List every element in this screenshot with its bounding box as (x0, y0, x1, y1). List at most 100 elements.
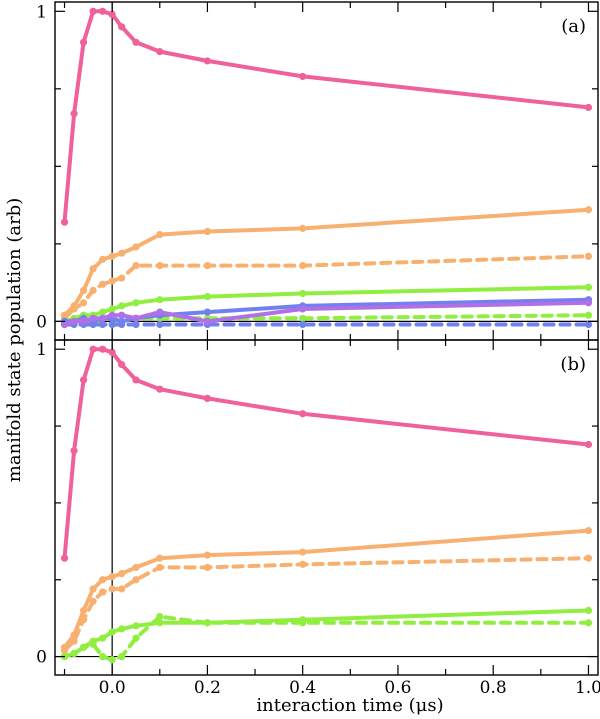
data-point-a-pink-solid (60, 218, 69, 226)
data-point-a-blue-dashed (584, 320, 593, 329)
data-point-b-orange-dashed (70, 637, 78, 645)
data-point-a-green-solid (132, 299, 140, 307)
panel-label-b: (b) (560, 354, 586, 375)
panel-a: 0 1 (a) (36, 1, 599, 341)
data-point-a-orange-dashed (118, 274, 126, 282)
data-point-a-orange-dashed (99, 280, 107, 288)
data-point-a-orange-dashed (584, 252, 593, 260)
data-point-b-green-solid (132, 622, 140, 630)
data-point-a-orange-solid (118, 249, 126, 257)
data-point-a-purple-solid (584, 299, 593, 307)
data-point-a-green-dashed (584, 311, 593, 319)
data-point-a-orange-dashed (89, 286, 97, 294)
data-point-a-orange-solid (99, 255, 107, 263)
data-point-a-green-solid (118, 302, 126, 310)
data-point-a-pink-solid (584, 103, 593, 112)
data-point-a-green-solid (108, 305, 116, 313)
data-point-a-orange-solid (89, 265, 97, 273)
data-point-a-orange-solid (79, 286, 88, 294)
data-point-b-orange-dashed (299, 560, 307, 568)
y-axis-label: manifold state population (arb) (4, 198, 25, 482)
data-point-b-orange-solid (299, 548, 307, 556)
data-point-a-orange-solid (299, 224, 307, 232)
data-point-b-green-dashed (108, 656, 116, 664)
data-point-b-orange-dashed (584, 554, 593, 562)
data-point-a-blue-dashed (108, 320, 116, 329)
data-point-b-orange-dashed (89, 597, 97, 605)
data-point-a-blue-dashed (89, 320, 97, 329)
data-point-a-blue-dashed (118, 320, 126, 329)
data-point-a-orange-dashed (70, 305, 78, 313)
y-tick-label-a: 0 (36, 312, 47, 332)
x-tick-label: 0.4 (289, 678, 316, 698)
data-point-b-orange-solid (89, 585, 97, 593)
data-point-a-purple-solid (203, 317, 212, 325)
data-point-a-purple-solid (99, 314, 107, 322)
data-point-b-pink-solid (132, 376, 140, 384)
data-point-a-purple-solid (60, 320, 69, 329)
data-point-a-orange-dashed (299, 261, 307, 270)
data-point-a-green-solid (99, 308, 107, 316)
data-point-b-orange-dashed (99, 588, 107, 596)
data-point-a-pink-solid (118, 23, 126, 31)
data-point-a-orange-solid (108, 252, 116, 260)
x-tick-label: 0.6 (384, 678, 411, 698)
data-point-a-green-solid (299, 289, 307, 298)
series-line-b-pink-solid (62, 347, 591, 561)
data-point-b-orange-dashed (60, 646, 69, 655)
data-point-a-pink-solid (79, 38, 88, 46)
data-point-b-orange-solid (108, 573, 116, 581)
data-point-b-green-dashed (79, 643, 88, 651)
data-point-b-green-solid (108, 628, 116, 636)
data-point-a-pink-solid (89, 7, 97, 15)
data-point-a-purple-solid (132, 314, 140, 322)
x-tick-label: 1.0 (575, 678, 600, 698)
data-point-a-pink-solid (70, 110, 78, 118)
data-point-b-orange-dashed (118, 585, 126, 593)
data-point-a-orange-solid (203, 227, 212, 236)
data-point-b-orange-dashed (132, 576, 140, 584)
data-point-a-pink-solid (132, 38, 140, 46)
data-point-a-purple-solid (299, 305, 307, 313)
plot-frame-b (54, 339, 599, 676)
data-point-b-green-dashed (299, 619, 307, 627)
data-point-a-orange-dashed (132, 261, 140, 270)
series-line-a-pink-solid (62, 9, 591, 225)
data-point-b-pink-solid (99, 345, 107, 353)
data-point-b-pink-solid (584, 440, 593, 449)
data-point-a-blue-dashed (156, 320, 164, 329)
data-point-b-green-dashed (156, 613, 164, 621)
data-point-b-green-dashed (89, 640, 97, 648)
data-point-a-orange-dashed (79, 299, 88, 307)
data-point-b-pink-solid (299, 410, 307, 418)
data-point-b-pink-solid (156, 385, 164, 393)
data-point-b-pink-solid (118, 360, 126, 369)
data-point-b-orange-solid (99, 576, 107, 584)
data-point-b-green-solid (99, 634, 107, 642)
data-point-a-purple-solid (156, 308, 164, 316)
data-point-a-blue-dashed (299, 320, 307, 329)
series-line-a-orange-solid (62, 207, 591, 318)
data-point-b-orange-dashed (79, 616, 88, 624)
data-point-a-green-dashed (299, 314, 307, 322)
data-point-b-orange-solid (132, 563, 140, 572)
data-point-a-green-solid (203, 292, 212, 301)
data-point-a-purple-solid (108, 311, 116, 319)
data-point-b-green-dashed (99, 652, 107, 661)
data-point-b-green-dashed (584, 619, 593, 627)
data-point-a-pink-solid (156, 48, 164, 56)
data-point-b-green-solid (118, 625, 126, 633)
panel-label-a: (a) (561, 16, 586, 37)
data-point-a-pink-solid (203, 57, 212, 65)
data-point-b-green-dashed (132, 634, 140, 642)
data-point-a-orange-solid (156, 230, 164, 239)
data-point-b-pink-solid (108, 348, 116, 356)
data-point-a-orange-solid (584, 206, 593, 214)
y-tick-label-a: 1 (36, 2, 47, 22)
data-point-b-green-solid (156, 619, 164, 627)
panel-b: 0 1 0.0 0.2 0.4 0.6 0.8 1.0 (b) (36, 339, 600, 698)
data-point-b-orange-solid (156, 554, 164, 562)
x-tick-label: 0.2 (194, 678, 221, 698)
data-point-b-orange-solid (118, 569, 126, 578)
